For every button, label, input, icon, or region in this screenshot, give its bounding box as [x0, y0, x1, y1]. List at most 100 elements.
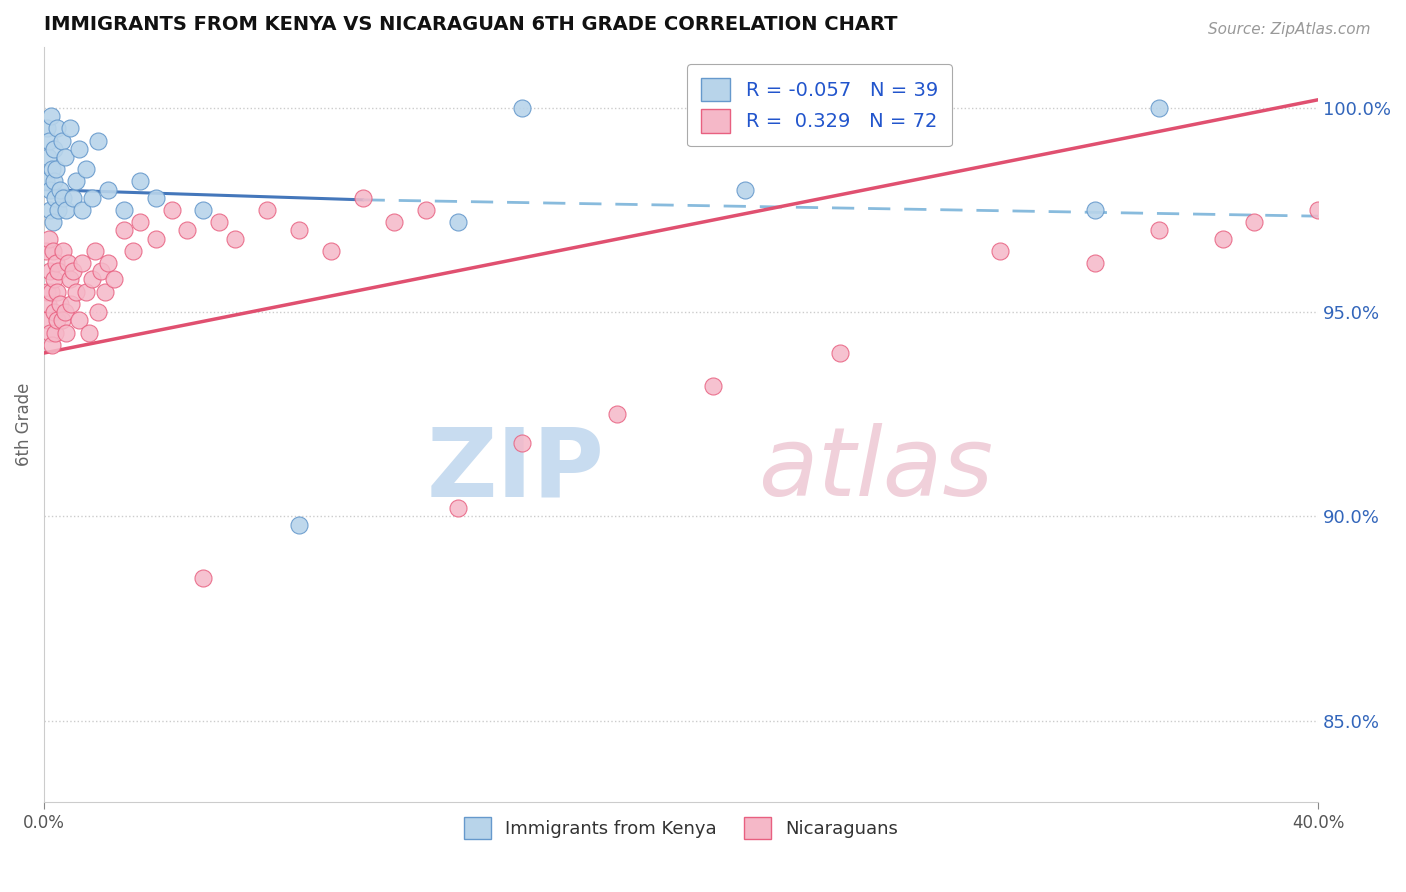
Point [45, 162, 67, 177]
Point [55, 326, 77, 340]
Point [44, 305, 66, 319]
Point [1402, 174, 1406, 188]
Point [46, 313, 69, 327]
Point [447, 215, 470, 229]
Point [48, 202, 70, 217]
Point [80, 191, 103, 205]
Point [67, 142, 90, 156]
Y-axis label: 6th Grade: 6th Grade [15, 383, 32, 467]
Point [35, 285, 58, 299]
Point [52, 244, 75, 258]
Point [45, 285, 67, 299]
Point [39, 202, 62, 217]
Point [45, 256, 67, 270]
Point [702, 378, 724, 392]
Text: ZIP: ZIP [427, 424, 605, 516]
Point [39, 285, 62, 299]
Point [193, 202, 215, 217]
Point [1084, 202, 1107, 217]
Point [55, 202, 77, 217]
Point [352, 191, 374, 205]
Point [77, 326, 100, 340]
Text: atlas: atlas [758, 424, 993, 516]
Text: Source: ZipAtlas.com: Source: ZipAtlas.com [1208, 22, 1371, 37]
Point [112, 223, 135, 237]
Point [52, 191, 75, 205]
Point [606, 407, 628, 421]
Point [41, 162, 63, 177]
Point [1243, 215, 1265, 229]
Point [122, 244, 145, 258]
Point [1147, 223, 1170, 237]
Point [128, 174, 150, 188]
Point [48, 264, 70, 278]
Point [84, 244, 107, 258]
Point [288, 517, 311, 532]
Point [53, 150, 76, 164]
Point [62, 264, 84, 278]
Point [37, 121, 59, 136]
Point [72, 202, 94, 217]
Point [51, 313, 73, 327]
Point [176, 223, 198, 237]
Point [39, 264, 62, 278]
Point [75, 162, 97, 177]
Point [988, 244, 1011, 258]
Point [193, 571, 215, 585]
Point [67, 313, 90, 327]
Point [37, 313, 59, 327]
Point [45, 121, 67, 136]
Point [830, 346, 852, 360]
Point [734, 183, 756, 197]
Point [208, 215, 231, 229]
Point [75, 285, 97, 299]
Point [384, 215, 406, 229]
Point [97, 256, 120, 270]
Point [80, 272, 103, 286]
Point [42, 142, 65, 156]
Point [49, 183, 72, 197]
Point [1371, 183, 1393, 197]
Point [38, 183, 60, 197]
Point [58, 272, 80, 286]
Point [51, 134, 73, 148]
Point [53, 305, 76, 319]
Point [93, 285, 115, 299]
Point [1147, 101, 1170, 115]
Legend: Immigrants from Kenya, Nicaraguans: Immigrants from Kenya, Nicaraguans [457, 810, 905, 847]
Point [44, 191, 66, 205]
Point [65, 174, 87, 188]
Point [415, 202, 437, 217]
Point [319, 244, 342, 258]
Point [288, 223, 311, 237]
Point [37, 297, 59, 311]
Point [1308, 202, 1330, 217]
Point [103, 272, 125, 286]
Point [145, 232, 167, 246]
Point [1212, 232, 1234, 246]
Point [510, 101, 533, 115]
Point [42, 272, 65, 286]
Point [256, 202, 278, 217]
Point [90, 264, 112, 278]
Point [60, 297, 83, 311]
Text: IMMIGRANTS FROM KENYA VS NICARAGUAN 6TH GRADE CORRELATION CHART: IMMIGRANTS FROM KENYA VS NICARAGUAN 6TH … [44, 15, 897, 34]
Point [38, 326, 60, 340]
Point [112, 202, 135, 217]
Point [44, 174, 66, 188]
Point [56, 256, 79, 270]
Point [447, 501, 470, 516]
Point [1084, 256, 1107, 270]
Point [39, 109, 62, 123]
Point [160, 202, 183, 217]
Point [87, 134, 110, 148]
Point [42, 215, 65, 229]
Point [128, 215, 150, 229]
Point [58, 121, 80, 136]
Point [35, 174, 58, 188]
Point [510, 435, 533, 450]
Point [97, 183, 120, 197]
Point [62, 191, 84, 205]
Point [41, 338, 63, 352]
Point [72, 256, 94, 270]
